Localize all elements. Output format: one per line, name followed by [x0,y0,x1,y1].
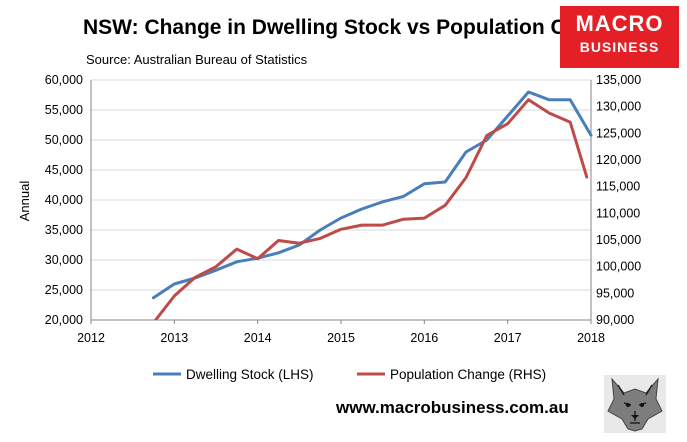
y-tick-label-left: 40,000 [45,193,83,207]
y-tick-label-left: 20,000 [45,313,83,327]
series-lines [152,90,593,320]
x-tick-label: 2017 [494,331,522,345]
population-change-line [153,98,589,320]
y-tick-label-left: 50,000 [45,133,83,147]
x-tick-label: 2014 [244,331,272,345]
macrobusiness-logo: MACRO BUSINESS [560,6,679,68]
x-tick-label: 2018 [577,331,605,345]
y-tick-label-left: 25,000 [45,283,83,297]
y-tick-label-left: 30,000 [45,253,83,267]
y-tick-label-right: 125,000 [596,126,641,140]
x-tick-label: 2013 [160,331,188,345]
chart-title: NSW: Change in Dwelling Stock vs Populat… [83,16,628,39]
wolf-logo-icon [604,375,666,433]
y-tick-label-right: 95,000 [596,286,634,300]
y-tick-label-right: 105,000 [596,233,641,247]
legend: Dwelling Stock (LHS) Population Change (R… [153,367,546,382]
logo-line-1: MACRO [575,11,664,36]
y-tick-label-left: 35,000 [45,223,83,237]
chart-source: Source: Australian Bureau of Statistics [86,52,308,67]
y-tick-label-right: 135,000 [596,73,641,87]
tick-labels: 20,000 25,000 30,000 35,000 40,000 45,000 50,0… [45,73,641,345]
y-tick-label-left: 45,000 [45,163,83,177]
y-axis-label: Annual [17,181,32,222]
legend-label-population-change: Population Change (RHS) [390,367,546,382]
axes [90,80,592,324]
footer-url: www.macrobusiness.com.au [336,398,569,417]
y-tick-label-right: 110,000 [596,206,640,220]
y-tick-label-left: 60,000 [45,73,83,87]
y-tick-label-right: 100,000 [596,260,641,274]
dwelling-stock-line [152,90,593,300]
gridlines [91,79,591,291]
y-tick-label-right: 90,000 [596,313,634,327]
legend-label-dwelling-stock: Dwelling Stock (LHS) [186,367,314,382]
x-tick-label: 2015 [327,331,355,345]
y-tick-label-right: 130,000 [596,100,641,114]
x-tick-label: 2012 [77,331,105,345]
logo-line-2: BUSINESS [579,39,660,55]
y-tick-label-left: 55,000 [45,103,83,117]
y-tick-label-right: 120,000 [596,153,641,167]
y-tick-label-right: 115,000 [596,180,640,194]
x-tick-label: 2016 [410,331,438,345]
